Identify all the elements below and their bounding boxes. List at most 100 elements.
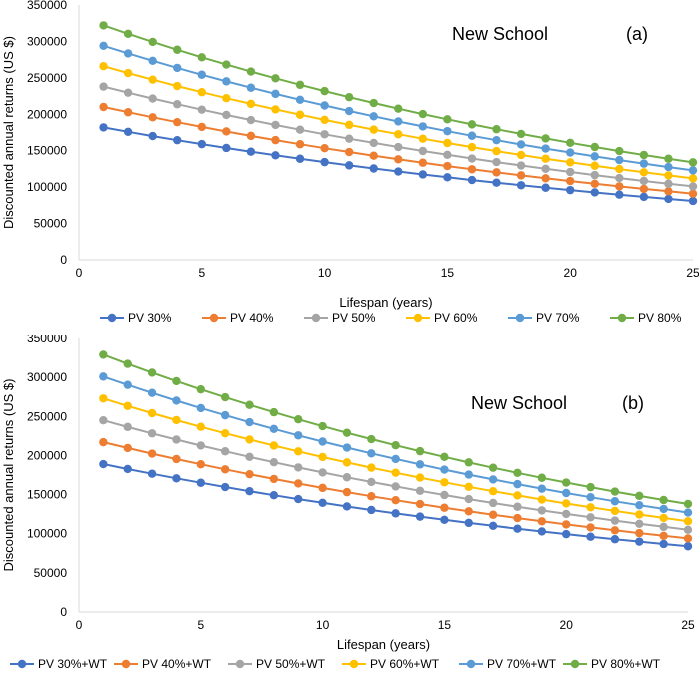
chart-b-series-5-point	[342, 443, 352, 452]
chart-a-series-4-point	[516, 150, 526, 160]
chart-b-series-5-point	[123, 380, 132, 389]
chart-a-series-6-point	[688, 158, 698, 167]
chart-b-series-1-point	[586, 532, 595, 541]
chart-a-series-1-point	[541, 183, 550, 192]
chart-a-series-2-point	[148, 113, 157, 122]
chart-b-series-1-point	[464, 518, 473, 528]
chart-a-series-3-point	[222, 110, 231, 120]
chart-b-series-4-point	[99, 394, 108, 403]
chart-b-series-2-point	[123, 443, 132, 453]
chart-b-legend-label-5: PV 70%+WT	[487, 657, 557, 671]
chart-a-y-tick-label: 100000	[27, 180, 67, 194]
chart-b-series-6-point	[562, 478, 571, 487]
chart-b-series-5-point	[537, 484, 547, 493]
chart-a-y-tick-label: 350000	[27, 0, 67, 12]
chart-b-series-5-point	[586, 492, 595, 502]
chart-a-y-tick-label: 50000	[34, 217, 68, 231]
chart-a-series-5-point	[492, 135, 501, 145]
chart-a-series-6-point	[541, 134, 550, 143]
chart-a-series-6-point	[197, 53, 206, 62]
chart-b-series-5-point	[99, 372, 108, 381]
chart-b-legend-label-3: PV 50%+WT	[256, 657, 326, 671]
chart-a-series-3-point	[271, 120, 280, 130]
chart-a-series-6-point	[492, 125, 501, 134]
chart-b-series-5-point	[318, 437, 327, 446]
chart-b-series-6-point	[586, 482, 595, 492]
chart-b-series-6-point	[245, 400, 254, 409]
chart-b-x-tick-label: 15	[438, 618, 452, 632]
chart-a-series-2-point	[615, 182, 624, 191]
chart-b-series-6-point	[391, 440, 400, 450]
chart-a-series-4-point	[418, 134, 428, 143]
chart-b-series-3-point	[513, 502, 522, 511]
chart-a-series-3-point	[246, 115, 256, 125]
chart-b-x-tick-label: 0	[76, 618, 83, 632]
chart-a-legend-marker-5	[515, 313, 525, 323]
chart-a-series-3-point	[590, 170, 599, 180]
chart-a-series-5-point	[271, 89, 280, 99]
chart-b-series-3-point	[196, 441, 205, 450]
chart-a-series-3-point	[639, 176, 649, 186]
chart-a-series-5-point	[197, 70, 206, 79]
chart-a-series-1-point	[590, 188, 599, 197]
chart-a-series-5-point	[664, 162, 673, 172]
chart-a-series-3-point	[516, 161, 526, 170]
chart-a-legend-label-2: PV 40%	[230, 311, 274, 325]
chart-b-series-5-point	[610, 497, 620, 506]
chart-a-legend-label-1: PV 30%	[128, 311, 172, 325]
chart-b-series-1-point	[513, 524, 522, 533]
chart-b-series-3-point	[318, 468, 327, 477]
chart-a-legend-label-5: PV 70%	[536, 311, 580, 325]
chart-a-series-4-point	[271, 105, 280, 114]
chart-b-series-1-point	[440, 515, 449, 525]
chart-b-series-5-point	[415, 460, 425, 469]
chart-a-legend-label-4: PV 60%	[434, 311, 478, 325]
chart-a-series-1-point	[516, 181, 526, 190]
chart-b-series-1-point	[123, 464, 132, 474]
chart-b-legend-label-4: PV 60%+WT	[370, 657, 440, 671]
chart-a-series-4-point	[148, 75, 157, 84]
chart-a-legend-label-3: PV 50%	[332, 311, 376, 325]
chart-b-series-6-point	[464, 458, 473, 467]
chart-b-series-3-point	[610, 516, 620, 525]
chart-b-series-1-point	[659, 539, 668, 549]
chart-b-series-5-point	[220, 410, 230, 420]
chart-b-series-5-point	[659, 504, 668, 514]
chart-b-series-2-point	[610, 526, 620, 535]
chart-b-series-5-point	[147, 388, 157, 397]
chart-a-series-3-point	[99, 82, 108, 91]
chart-a-series-1-point	[418, 170, 428, 179]
chart-b-y-tick-label: 300000	[27, 370, 67, 384]
chart-a-series-2-point	[516, 171, 526, 180]
chart-b-series-6-point	[415, 446, 425, 456]
chart-b-series-5-point	[683, 508, 693, 517]
chart-b-series-6-point	[488, 463, 498, 472]
chart-a-legend-marker-2	[209, 313, 219, 323]
chart-a-series-5-point	[148, 56, 157, 66]
chart-a-series-4-point	[99, 61, 108, 71]
chart-b-legend-marker-6	[570, 659, 580, 669]
chart-b-series-4-point	[269, 441, 279, 450]
chart-a-series-2-point	[123, 108, 133, 117]
chart-a-x-tick-label: 15	[441, 266, 455, 280]
chart-a-series-5-point	[516, 140, 526, 149]
chart-a-series-5-point	[246, 83, 256, 92]
chart-b-series-6-point	[610, 487, 620, 496]
chart-b-series-2-point	[147, 449, 157, 458]
chart-a-series-2-point	[492, 168, 501, 177]
chart-b-series-3-point	[586, 513, 595, 522]
chart-b-series-4-point	[683, 516, 693, 526]
chart-a-series-6-point	[222, 60, 231, 69]
chart-a-series-6-point	[566, 138, 575, 148]
chart-b-series-2-point	[391, 495, 400, 505]
chart-a-series-6-point	[639, 150, 649, 160]
chart-a-series-1-point	[443, 173, 452, 182]
chart-b-series-6-point	[196, 384, 205, 394]
chart-a-x-tick-label: 0	[76, 266, 83, 280]
chart-b-series-6-point	[342, 428, 352, 437]
chart-b-series-2-point	[99, 437, 108, 447]
chart-b-series-5-point	[245, 417, 254, 427]
chart-b-series-5-point	[635, 500, 644, 510]
chart-a-series-4-point	[664, 171, 673, 180]
chart-a-series-1-point	[320, 157, 329, 167]
